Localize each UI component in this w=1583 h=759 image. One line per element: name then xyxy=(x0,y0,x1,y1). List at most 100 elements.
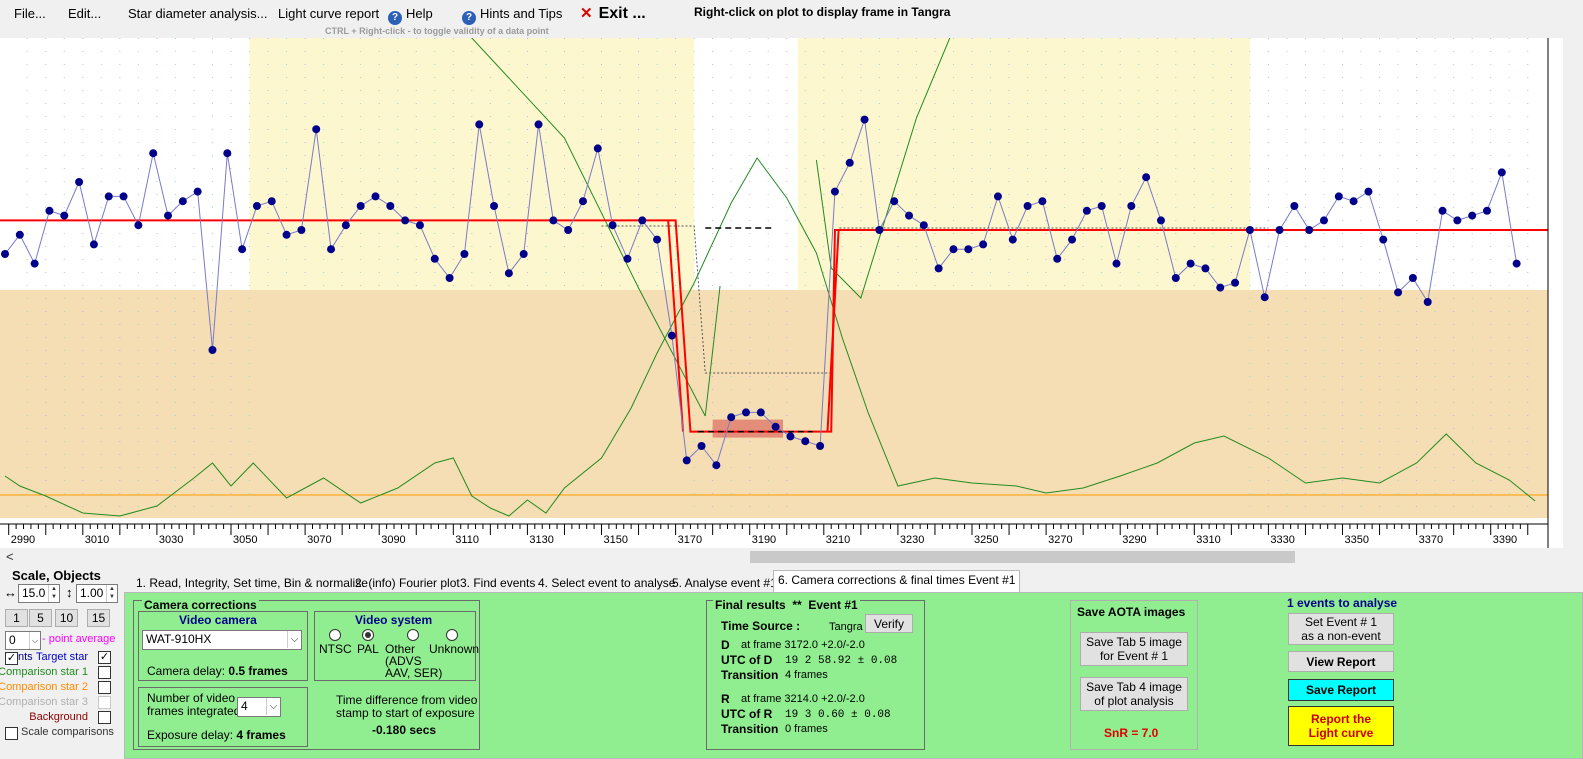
pal-radio[interactable] xyxy=(362,629,374,641)
target-star-checkbox[interactable]: ✓ xyxy=(98,651,111,664)
other-radio[interactable] xyxy=(407,629,419,641)
y-scale-spin-icon[interactable]: ▲ ▼ xyxy=(106,585,117,602)
data-point xyxy=(1201,264,1210,273)
tab-select-event[interactable]: 4. Select event to analyse xyxy=(538,576,676,590)
tab-analyse-event[interactable]: 5. Analyse event #1 xyxy=(672,576,777,590)
ntsc-radio[interactable] xyxy=(329,629,341,641)
chevron-down-icon[interactable]: ⌵ xyxy=(266,698,280,715)
x-tick-label: 3150 xyxy=(604,534,628,546)
verify-button[interactable]: Verify xyxy=(865,614,913,633)
x-scale-spin-icon[interactable]: ▲ ▼ xyxy=(48,585,59,602)
tab-fourier-plot[interactable]: 2. (info) Fourier plot xyxy=(355,576,460,590)
r-label: R xyxy=(721,692,730,706)
menu-star-diameter[interactable]: Star diameter analysis... xyxy=(128,6,268,21)
comparison-line-ascent xyxy=(815,38,951,299)
y-scale-input[interactable]: 1.00 ▲ ▼ xyxy=(76,584,118,603)
tab-camera-corrections[interactable]: 6. Camera corrections & final times Even… xyxy=(773,570,1021,593)
comparison-1-checkbox[interactable] xyxy=(98,666,111,679)
x-axis: 2990 3010 3030 3050 3070 3090 3110 3130 3150 3170… xyxy=(0,38,1563,548)
unknown-radio[interactable] xyxy=(446,629,458,641)
time-diff-value: -0.180 secs xyxy=(372,723,437,737)
menu-help[interactable]: ? Help xyxy=(388,6,433,25)
chevron-down-icon[interactable]: ⌵ xyxy=(29,632,40,649)
menu-light-curve-report[interactable]: Light curve report xyxy=(278,6,380,21)
data-point xyxy=(15,230,24,239)
data-point xyxy=(1438,206,1447,215)
tab-find-events[interactable]: 3. Find events xyxy=(460,576,536,590)
view-report-button[interactable]: View Report xyxy=(1288,651,1394,672)
data-point xyxy=(578,197,587,206)
data-point xyxy=(341,221,350,230)
report-light-curve-button[interactable]: Report the Light curve xyxy=(1288,706,1394,746)
r-transition-label: Transition xyxy=(721,722,779,736)
point-average-select[interactable]: 0 ⌵ xyxy=(5,631,41,650)
set-non-event-button[interactable]: Set Event # 1 as a non-event xyxy=(1288,613,1394,645)
save-tab4-image-button[interactable]: Save Tab 4 image of plot analysis xyxy=(1080,677,1188,711)
report-lc-label-2: Light curve xyxy=(1308,726,1374,740)
scale-preset-5-button[interactable]: 5 xyxy=(29,609,52,627)
data-point xyxy=(1305,226,1314,234)
menu-help-label: Help xyxy=(406,6,433,21)
chevron-down-icon[interactable]: ⌵ xyxy=(287,631,301,648)
data-point xyxy=(1260,293,1269,302)
menu-hints[interactable]: ? Hints and Tips xyxy=(462,6,562,25)
data-point xyxy=(223,149,232,158)
x-tick-label: 3210 xyxy=(826,534,850,546)
event-reference-outline xyxy=(601,225,1269,374)
scale-comparisons-checkbox[interactable] xyxy=(5,727,18,740)
frames-integrated-select[interactable]: 4 ⌵ xyxy=(237,697,281,717)
data-point xyxy=(1171,274,1180,282)
scale-preset-15-button[interactable]: 15 xyxy=(87,609,110,627)
data-point xyxy=(445,274,454,282)
scale-preset-10-button[interactable]: 10 xyxy=(55,609,78,627)
light-curve-plot[interactable]: 2990 3010 3030 3050 3070 3090 3110 3130 3150 3170… xyxy=(0,38,1563,548)
plot-zones xyxy=(0,38,1548,534)
x-tick-label: 3350 xyxy=(1345,534,1369,546)
data-point xyxy=(1423,298,1432,306)
data-point xyxy=(905,211,914,220)
x-tick-label: 3170 xyxy=(678,534,702,546)
yellow-zone-right xyxy=(797,38,1250,290)
vertical-scale-icon: ↕ xyxy=(66,585,73,600)
data-point xyxy=(1379,235,1388,244)
comparison-2-checkbox[interactable] xyxy=(98,681,111,694)
x-tick-label: 3110 xyxy=(455,534,479,546)
x-tick-label: 3230 xyxy=(900,534,924,546)
background-checkbox[interactable] xyxy=(98,711,111,724)
data-point xyxy=(1216,283,1225,292)
points-checkbox[interactable]: ✓ xyxy=(5,652,18,665)
data-point xyxy=(1,250,9,258)
data-point xyxy=(401,216,410,225)
data-point xyxy=(786,432,795,441)
data-point xyxy=(697,442,706,450)
scale-preset-1-button[interactable]: 1 xyxy=(5,609,28,627)
menu-exit[interactable]: ✕ Exit ... xyxy=(580,4,646,23)
comparison-3-checkbox[interactable] xyxy=(98,696,111,709)
utc-r-value: 19 3 0.60 ± 0.08 xyxy=(785,709,891,721)
camera-model-select[interactable]: WAT-910HX ⌵ xyxy=(142,630,302,650)
data-point xyxy=(979,240,988,249)
plot-horizontal-scrollbar[interactable]: < xyxy=(0,548,1563,566)
data-point xyxy=(1142,173,1151,182)
x-scale-input[interactable]: 15.0 ▲ ▼ xyxy=(18,584,60,603)
time-source-label: Time Source : xyxy=(721,619,801,633)
data-point xyxy=(1394,288,1403,297)
data-point xyxy=(549,216,558,225)
data-point xyxy=(1156,216,1165,225)
menu-edit[interactable]: Edit... xyxy=(68,6,102,21)
bottom-level-band xyxy=(712,419,784,438)
data-point xyxy=(1068,235,1077,244)
tab-read-integrity[interactable]: 1. Read, Integrity, Set time, Bin & norm… xyxy=(136,576,368,590)
scroll-left-icon[interactable]: < xyxy=(6,549,14,564)
data-point xyxy=(756,408,765,417)
menu-file[interactable]: File... xyxy=(14,6,46,21)
save-report-button[interactable]: Save Report xyxy=(1288,679,1394,701)
save-tab4-label-1: Save Tab 4 image xyxy=(1086,680,1182,694)
save-tab5-image-button[interactable]: Save Tab 5 image for Event # 1 xyxy=(1080,632,1188,666)
data-point xyxy=(564,226,573,234)
data-point xyxy=(75,178,84,186)
data-point xyxy=(1127,202,1136,210)
x-tick-label: 3390 xyxy=(1493,534,1517,546)
scroll-thumb[interactable] xyxy=(750,551,1295,563)
save-aota-title: Save AOTA images xyxy=(1077,605,1186,619)
